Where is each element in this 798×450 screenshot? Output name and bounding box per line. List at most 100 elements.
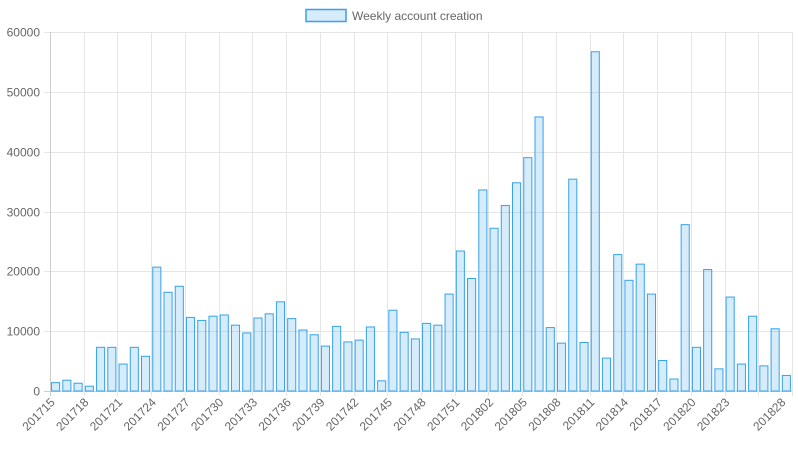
bar-201734[interactable] xyxy=(264,313,274,392)
x-tick-label: 201805 xyxy=(492,395,530,433)
bar-201719[interactable] xyxy=(96,346,106,392)
y-tick-label: 10000 xyxy=(7,325,41,339)
bar-201816[interactable] xyxy=(646,293,657,392)
x-tick-label: 201751 xyxy=(424,395,462,433)
bar-201746[interactable] xyxy=(399,331,409,392)
bar-201803[interactable] xyxy=(500,205,510,392)
x-tick-label: 201823 xyxy=(694,395,732,433)
bar-201715[interactable] xyxy=(51,382,61,392)
x-axis-ticks: 2017152017182017212017242017272017302017… xyxy=(20,395,789,433)
x-tick-label: 201724 xyxy=(121,395,159,433)
x-tick-label: 201817 xyxy=(627,395,665,433)
bar-201747[interactable] xyxy=(410,338,420,392)
bar-201743[interactable] xyxy=(365,326,375,392)
bar-201749[interactable] xyxy=(433,324,443,392)
x-tick-label: 201733 xyxy=(222,395,260,433)
x-tick-label: 201802 xyxy=(458,395,496,433)
bar-201828[interactable] xyxy=(781,374,791,392)
bar-201751[interactable] xyxy=(455,250,465,392)
legend[interactable]: Weekly account creation xyxy=(305,8,483,23)
bar-201740[interactable] xyxy=(332,325,342,392)
legend-swatch[interactable] xyxy=(305,8,347,23)
x-tick-label: 201727 xyxy=(154,395,192,433)
x-tick-label: 201739 xyxy=(289,395,327,433)
bar-201823[interactable] xyxy=(725,296,735,392)
bar-201809[interactable] xyxy=(568,178,578,392)
bar-201745[interactable] xyxy=(388,309,398,392)
bar-201813[interactable] xyxy=(613,254,623,392)
bar-201733[interactable] xyxy=(253,317,263,392)
bar-201821[interactable] xyxy=(703,269,713,392)
grid-lines xyxy=(44,32,793,396)
bar-201730[interactable] xyxy=(219,314,229,392)
bar-201738[interactable] xyxy=(309,334,319,392)
y-tick-label: 60000 xyxy=(7,26,41,40)
bar-201801[interactable] xyxy=(478,189,488,392)
bar-201727[interactable] xyxy=(185,316,196,392)
x-tick-label: 201742 xyxy=(323,395,361,433)
x-tick-label: 201730 xyxy=(188,395,226,433)
bar-201752[interactable] xyxy=(467,278,477,392)
bar-201818[interactable] xyxy=(669,378,679,392)
x-tick-label: 201715 xyxy=(20,395,58,433)
x-tick-label: 201721 xyxy=(87,395,125,433)
y-tick-label: 50000 xyxy=(7,86,41,100)
bar-201826[interactable] xyxy=(759,365,769,392)
bar-201726[interactable] xyxy=(174,285,184,392)
bar-201721[interactable] xyxy=(118,363,128,392)
bar-201805[interactable] xyxy=(523,157,533,392)
bar-201815[interactable] xyxy=(635,263,645,392)
bar-201736[interactable] xyxy=(287,318,297,392)
bar-201728[interactable] xyxy=(197,319,207,392)
bar-201825[interactable] xyxy=(748,315,758,392)
x-tick-label: 201808 xyxy=(525,395,563,433)
y-tick-label: 30000 xyxy=(7,206,41,220)
bar-201817[interactable] xyxy=(658,359,668,392)
x-tick-label: 201748 xyxy=(391,395,429,433)
bar-201741[interactable] xyxy=(343,341,353,392)
y-tick-label: 20000 xyxy=(7,265,41,279)
bar-201737[interactable] xyxy=(298,329,308,392)
x-tick-label: 201814 xyxy=(593,395,631,433)
x-tick-label: 201745 xyxy=(357,395,395,433)
bar-201804[interactable] xyxy=(512,182,522,392)
bar-201824[interactable] xyxy=(736,363,746,392)
y-axis-ticks: 0 10000 20000 30000 40000 50000 60000 xyxy=(7,26,41,399)
bar-201725[interactable] xyxy=(163,291,173,392)
bar-201808[interactable] xyxy=(556,342,567,392)
bar-201723[interactable] xyxy=(141,355,151,392)
bar-201720[interactable] xyxy=(107,346,117,392)
legend-label[interactable]: Weekly account creation xyxy=(352,9,483,23)
bar-201731[interactable] xyxy=(230,324,241,392)
bar-201822[interactable] xyxy=(714,368,724,392)
bar-201807[interactable] xyxy=(545,327,555,392)
bar-201827[interactable] xyxy=(770,328,780,392)
bar-201812[interactable] xyxy=(601,357,612,392)
bar-201724[interactable] xyxy=(152,266,162,392)
bar-201722[interactable] xyxy=(129,346,139,392)
bar-201729[interactable] xyxy=(208,315,218,392)
bars xyxy=(51,51,791,392)
bar-201820[interactable] xyxy=(691,346,701,392)
bar-201739[interactable] xyxy=(320,345,330,392)
bar-201750[interactable] xyxy=(444,293,454,392)
bar-201810[interactable] xyxy=(579,342,589,392)
bar-201819[interactable] xyxy=(680,224,690,392)
bar-201716[interactable] xyxy=(62,379,72,392)
bar-201735[interactable] xyxy=(275,301,286,392)
bar-201744[interactable] xyxy=(377,380,387,392)
bar-201802[interactable] xyxy=(489,227,499,392)
x-tick-label: 201828 xyxy=(750,395,788,433)
x-tick-label: 201736 xyxy=(256,395,294,433)
bar-201742[interactable] xyxy=(354,339,364,392)
bar-201748[interactable] xyxy=(422,322,432,392)
bar-201806[interactable] xyxy=(534,116,544,392)
bar-201718[interactable] xyxy=(84,385,94,392)
x-tick-label: 201811 xyxy=(560,395,598,433)
bar-201717[interactable] xyxy=(73,382,83,392)
bar-201732[interactable] xyxy=(242,332,252,392)
bar-201811[interactable] xyxy=(590,51,600,392)
bar-201814[interactable] xyxy=(624,279,634,392)
